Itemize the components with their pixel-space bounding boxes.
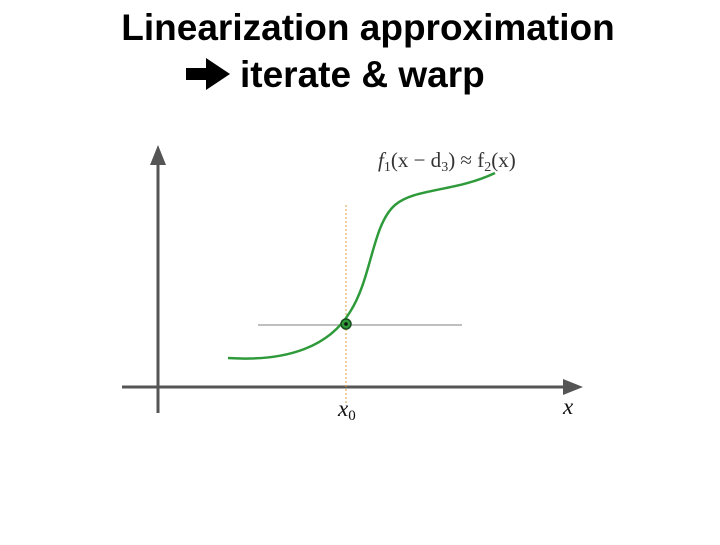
title-line-2: iterate & warp [240, 54, 485, 95]
x0-label: x0 [337, 396, 356, 424]
formula-sub: 1 [384, 160, 391, 175]
formula-part: f [378, 148, 387, 172]
formula-sub: 3 [441, 160, 448, 175]
x0-sub: 0 [348, 408, 356, 424]
axes [122, 145, 583, 413]
formula-part: (x − d [391, 148, 442, 172]
x-axis-label: x [562, 394, 574, 419]
formula-part: ) ≈ f [448, 148, 484, 172]
title-line-1: Linearization approximation [121, 7, 614, 48]
formula-sub: 2 [484, 160, 491, 175]
formula-part: (x) [491, 148, 516, 172]
formula: f1(x − d3) ≈ f2(x) [378, 148, 516, 175]
arrow-icon [186, 58, 230, 90]
point-center [344, 322, 348, 326]
curve [227, 171, 496, 360]
x0-main: x [337, 396, 349, 421]
